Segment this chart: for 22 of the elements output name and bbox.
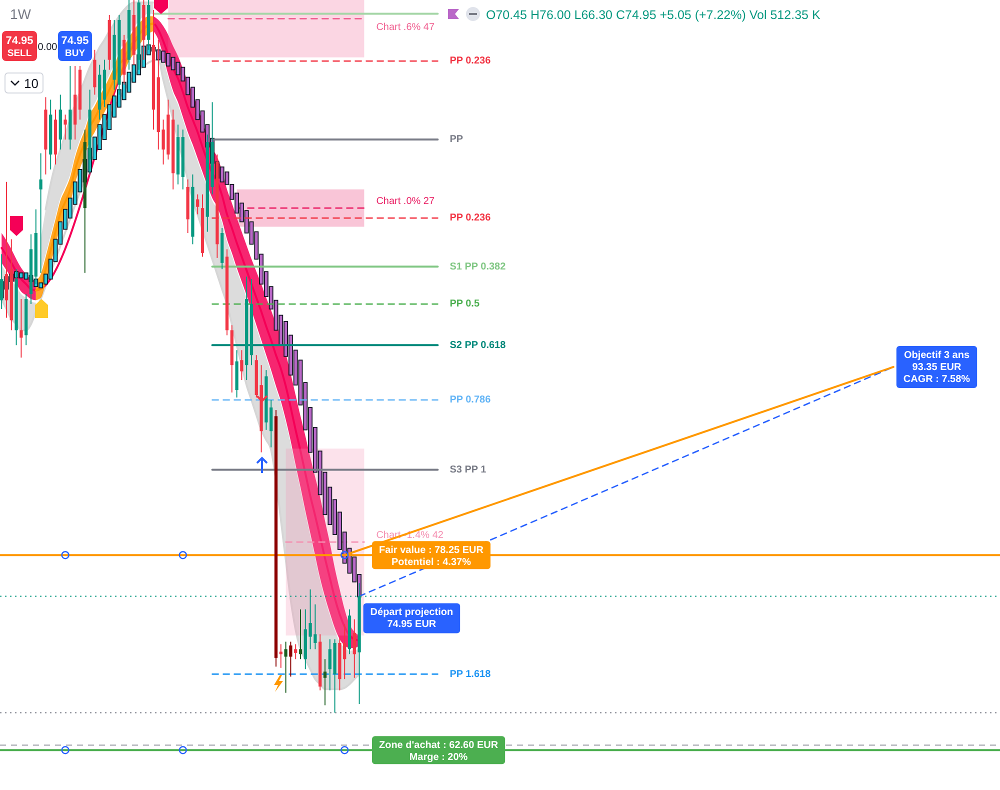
series-label: Objectif 3 ans 93.35 EUR CAGR : 7.58% <box>903 350 970 385</box>
annotation: 10 <box>24 76 38 91</box>
annotation: Départ projection 74.95 EUR <box>370 607 454 630</box>
ref-line-label: Zone d'achat : 62.60 EUR Marge : 20% <box>379 740 499 764</box>
series-label: S3 PP 1 <box>450 464 487 476</box>
series-label: PP 0.5 <box>450 298 480 310</box>
series-label: PP <box>450 134 464 146</box>
series-label: PP 0.236 <box>450 56 492 67</box>
button: 74.95 BUY <box>58 31 92 61</box>
series-label: PP 0.786 <box>450 394 492 406</box>
chart-title: 1W <box>10 6 32 22</box>
series-label: PP 0.236 <box>450 212 492 224</box>
series-label: PP 1.618 <box>450 668 492 680</box>
dropdown: 10 <box>4 72 44 94</box>
series-label: Chart .0% 27 <box>376 196 436 208</box>
series-label: S2 PP 0.618 <box>450 340 506 351</box>
ref-line-label: Fair value : 78.25 EUR Potentiel : 4.37% <box>378 545 484 568</box>
series-label: S1 PP 0.382 <box>450 261 506 272</box>
annotation: 0.00 <box>38 42 58 53</box>
text: O70.45 H76.00 L66.30 C74.95 +5.05 (+7.22%) Vol 512.35 K <box>486 8 821 22</box>
button: 74.95 SELL <box>2 31 37 61</box>
series-label: Chart .6% 47 <box>376 22 436 34</box>
